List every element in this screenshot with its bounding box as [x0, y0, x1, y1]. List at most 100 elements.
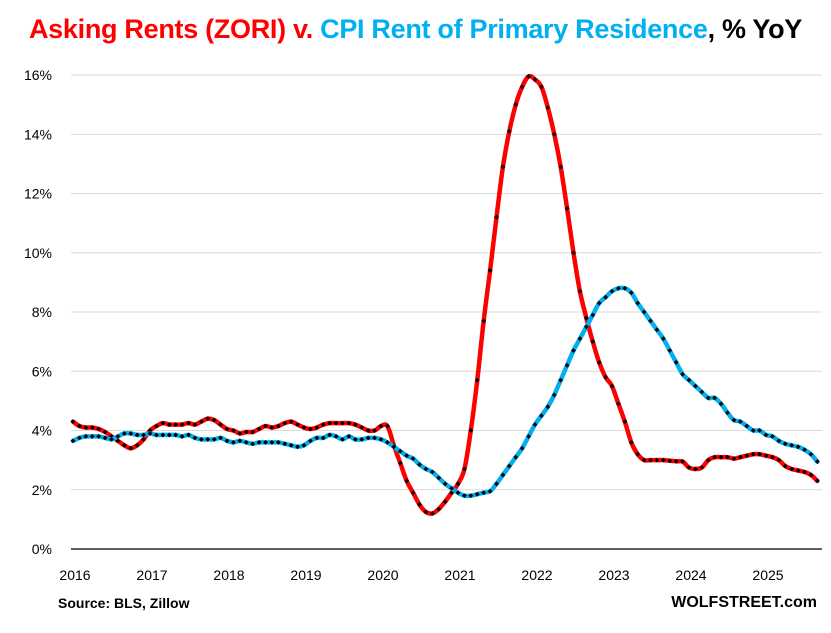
data-point-marker: [506, 128, 512, 134]
data-point-marker: [782, 463, 788, 469]
data-point-marker: [340, 420, 345, 426]
data-point-marker: [609, 288, 615, 294]
data-point-marker: [186, 432, 191, 438]
data-point-marker: [378, 423, 384, 429]
data-point-marker: [763, 432, 769, 438]
data-point-marker: [365, 428, 371, 433]
data-point-marker: [442, 499, 448, 504]
data-point-marker: [802, 447, 807, 453]
data-point-marker: [359, 436, 365, 442]
data-point-marker: [134, 442, 140, 448]
data-point-marker: [616, 285, 621, 291]
title-cpi: CPI Rent of Primary Residence: [320, 14, 708, 44]
gridlines: [71, 74, 822, 491]
data-point-marker: [558, 377, 564, 383]
data-point-marker: [654, 457, 660, 463]
y-tick-label: 16%: [24, 67, 52, 83]
data-point-marker: [526, 434, 531, 439]
data-point-marker: [192, 422, 198, 427]
data-point-marker: [333, 434, 339, 439]
data-point-marker: [462, 466, 467, 472]
series-cpi: [70, 285, 820, 499]
x-tick-label: 2022: [521, 567, 552, 583]
data-point-marker: [404, 453, 410, 459]
data-point-marker: [121, 431, 127, 436]
data-point-marker: [481, 490, 487, 496]
data-point-marker: [295, 444, 300, 450]
data-point-marker: [320, 435, 326, 441]
data-point-marker: [250, 429, 256, 435]
data-point-marker: [455, 481, 461, 487]
data-point-marker: [545, 105, 551, 110]
data-point-marker: [243, 439, 249, 445]
data-point-marker: [673, 458, 679, 464]
data-point-marker: [417, 462, 422, 467]
data-point-marker: [179, 422, 185, 427]
data-point-marker: [115, 434, 121, 439]
data-point-marker: [436, 475, 442, 481]
data-point-marker: [269, 439, 275, 445]
data-point-marker: [795, 468, 801, 473]
data-point-marker: [429, 511, 435, 516]
data-point-marker: [603, 294, 608, 300]
data-point-marker: [494, 481, 499, 487]
data-point-marker: [192, 435, 198, 441]
data-point-marker: [218, 422, 223, 427]
data-point-marker: [737, 454, 743, 460]
data-point-marker: [224, 426, 230, 432]
watermark: WOLFSTREET.com: [671, 594, 817, 611]
data-point-marker: [551, 131, 557, 137]
data-point-marker: [622, 285, 628, 291]
data-point-marker: [385, 423, 390, 429]
data-point-marker: [628, 439, 634, 445]
data-point-marker: [693, 383, 698, 389]
data-point-marker: [750, 451, 756, 457]
data-point-marker: [660, 336, 666, 342]
data-point-marker: [795, 444, 801, 450]
data-point-marker: [70, 419, 76, 425]
data-point-marker: [436, 506, 442, 512]
data-point-marker: [789, 442, 795, 448]
data-point-marker: [660, 457, 666, 463]
data-point-marker: [776, 457, 782, 463]
data-point-marker: [102, 429, 108, 435]
data-point-marker: [154, 423, 159, 429]
series-zori: [70, 73, 820, 516]
data-point-marker: [635, 300, 641, 306]
data-point-marker: [718, 454, 724, 460]
data-point-marker: [770, 434, 775, 439]
data-point-marker: [269, 425, 275, 430]
data-point-marker: [744, 423, 750, 429]
data-point-marker: [731, 417, 737, 423]
data-point-marker: [147, 431, 153, 436]
data-point-marker: [442, 481, 448, 487]
data-point-marker: [423, 466, 429, 472]
data-point-marker: [218, 435, 223, 441]
data-point-marker: [308, 426, 313, 432]
data-point-marker: [359, 425, 365, 430]
data-point-marker: [397, 448, 403, 454]
data-point-marker: [474, 377, 480, 383]
data-point-marker: [378, 436, 384, 442]
x-tick-label: 2023: [598, 567, 629, 583]
data-point-marker: [263, 439, 268, 445]
data-point-marker: [757, 428, 762, 433]
data-point-marker: [635, 451, 641, 457]
data-point-marker: [166, 432, 172, 438]
data-point-marker: [776, 438, 782, 444]
data-point-marker: [699, 389, 705, 395]
data-point-marker: [506, 463, 512, 469]
y-axis-ticks: 0% 2% 4% 6% 8% 10% 12% 14% 16%: [24, 67, 52, 557]
title-zori: Asking Rents (ZORI) v.: [28, 14, 321, 44]
data-point-marker: [802, 469, 807, 475]
data-point-marker: [410, 456, 416, 462]
data-point-marker: [558, 164, 564, 170]
data-point-marker: [641, 309, 647, 315]
data-point-marker: [397, 460, 403, 466]
data-point-marker: [333, 420, 339, 426]
data-point-marker: [616, 401, 621, 407]
data-point-marker: [70, 438, 76, 444]
data-point-marker: [789, 466, 795, 472]
title-yoy: , % YoY: [707, 14, 803, 44]
data-point-marker: [648, 318, 653, 324]
